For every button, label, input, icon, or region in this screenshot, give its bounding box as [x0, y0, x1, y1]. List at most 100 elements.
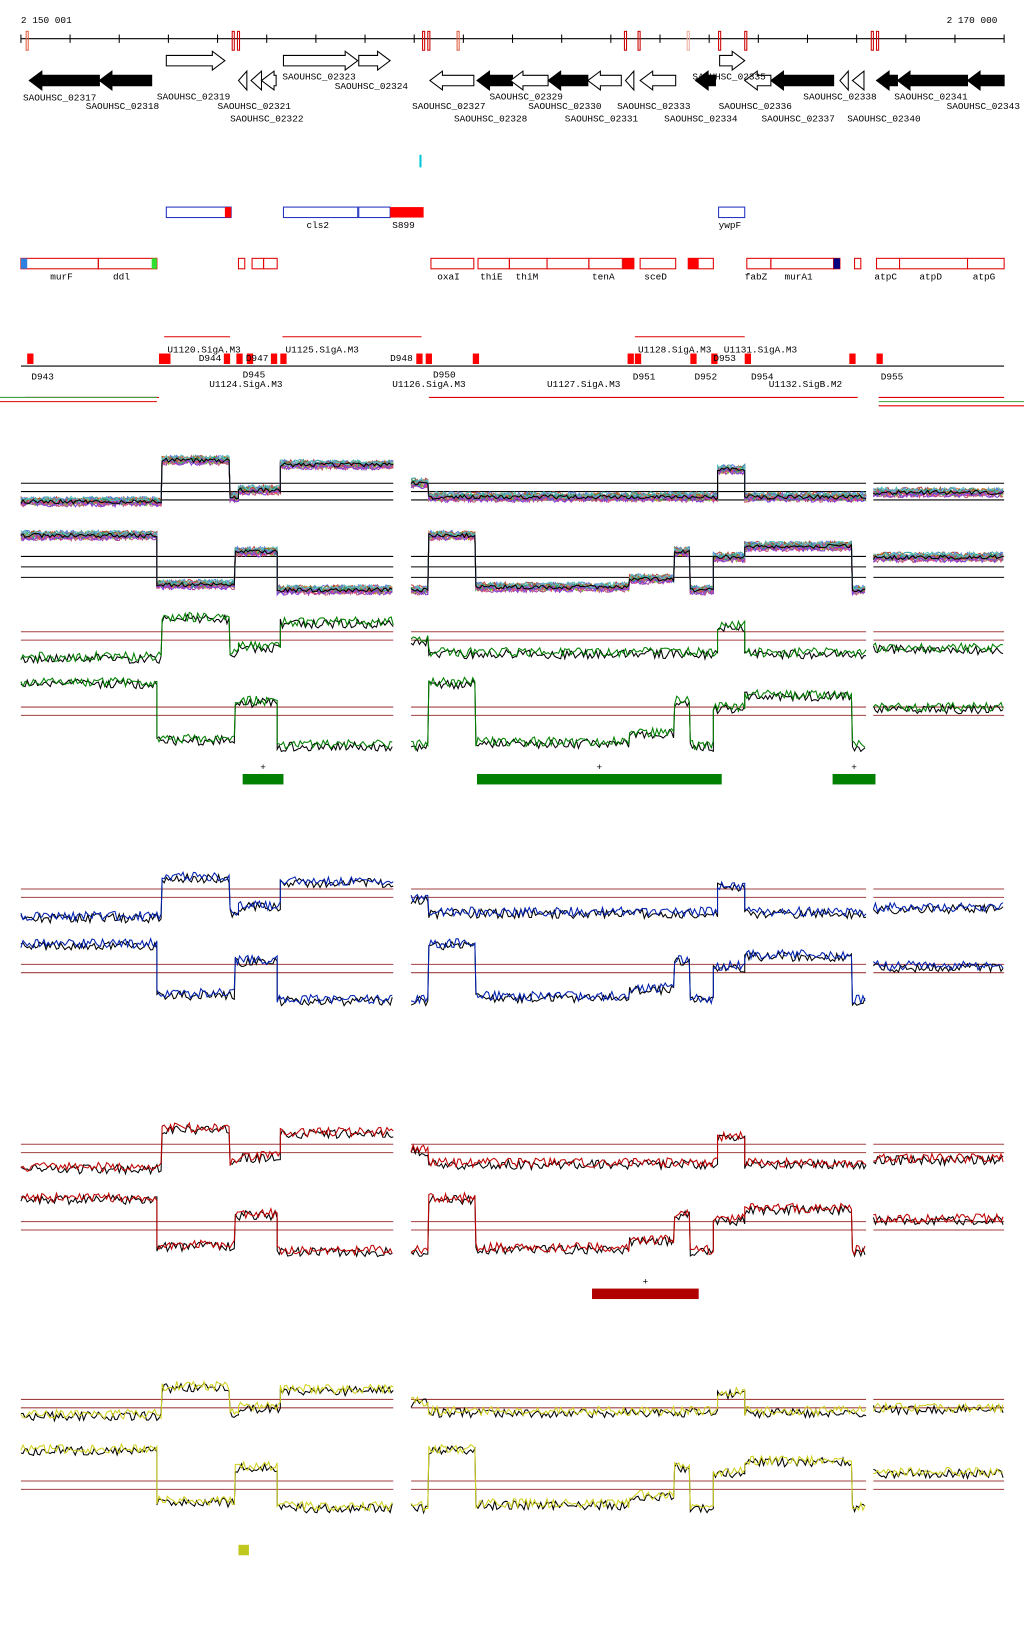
expression-trace	[410, 1388, 867, 1420]
annotation-box	[588, 257, 623, 270]
promoter-flag	[849, 353, 856, 364]
promoter-label: D954	[751, 372, 774, 383]
expression-trace	[873, 1151, 1004, 1165]
annotation-label: thiM	[516, 271, 539, 282]
annotation-box	[430, 257, 475, 270]
gene-label: SAOUHSC_02336	[719, 101, 793, 112]
expression-trace	[410, 938, 866, 1006]
segment-mark: +	[260, 762, 266, 773]
ruler-mark	[870, 30, 874, 51]
annotation-box	[746, 257, 772, 270]
expression-trace	[872, 554, 1004, 561]
promoter-label: U1120.SigA.M3	[167, 344, 241, 355]
gene-arrow	[165, 50, 226, 72]
gene-label: SAOUHSC_02322	[230, 113, 303, 124]
expression-trace	[873, 550, 1004, 560]
ruler-mark	[427, 30, 431, 51]
expression-trace	[410, 882, 867, 921]
expression-trace	[410, 880, 867, 918]
expression-trace	[872, 643, 1004, 657]
gene-arrow	[875, 70, 898, 91]
feature-box	[165, 206, 232, 219]
gene-label: SAOUHSC_02343	[947, 101, 1021, 112]
promoter-label: D950	[433, 370, 456, 381]
promoter-flag	[270, 353, 278, 364]
annotation-fill	[20, 258, 28, 269]
gene-label: SAOUHSC_02331	[565, 113, 639, 124]
annotation-box	[966, 257, 1005, 270]
segment-bar	[238, 1544, 249, 1556]
gene-label: SAOUHSC_02329	[490, 91, 563, 102]
promoter-flag	[425, 353, 432, 364]
annotation-box	[854, 257, 862, 270]
expression-trace	[410, 676, 866, 752]
expression-trace	[410, 1386, 867, 1418]
feature-label: ywpF	[719, 220, 742, 231]
segment-bar	[592, 1288, 699, 1300]
feature-label: S899	[392, 220, 415, 231]
segment-bar	[476, 773, 722, 785]
gene-label: SAOUHSC_02318	[86, 101, 160, 112]
annotation-box	[20, 257, 99, 270]
expression-trace	[873, 959, 1004, 972]
gene-arrow	[28, 70, 100, 91]
gene-arrow	[358, 50, 392, 72]
promoter-flag	[246, 353, 254, 364]
promoter-flag	[472, 353, 480, 364]
annotation-box	[477, 257, 510, 270]
ruler-mark	[422, 30, 426, 51]
feature-box	[282, 206, 359, 219]
gene-arrow	[98, 70, 153, 91]
promoter-flag	[164, 353, 171, 364]
annotation-box	[251, 257, 265, 270]
annotation-box	[237, 257, 246, 270]
expression-trace	[410, 1130, 867, 1169]
ruler-mark	[25, 30, 29, 51]
expression-trace	[20, 457, 394, 505]
expression-trace	[20, 1442, 393, 1513]
promoter-label: D945	[243, 370, 266, 381]
gene-label: SAOUHSC_02340	[847, 113, 921, 124]
promoter-flag	[27, 353, 34, 364]
gene-label: SAOUHSC_02321	[218, 101, 292, 112]
feature-fill	[390, 207, 424, 218]
gene-arrow	[896, 70, 969, 91]
gene-label: SAOUHSC_02334	[664, 113, 738, 124]
expression-trace	[410, 619, 867, 659]
gene-label: SAOUHSC_02327	[412, 101, 485, 112]
ruler-mark	[623, 30, 628, 51]
gene-arrow	[719, 50, 746, 72]
gene-label: SAOUHSC_02330	[528, 101, 602, 112]
annotation-box	[508, 257, 548, 270]
annotation-label: tenA	[592, 271, 615, 282]
expression-trace	[872, 1401, 1004, 1414]
expression-trace	[410, 530, 866, 593]
expression-trace	[873, 1466, 1004, 1478]
expression-trace	[872, 701, 1004, 713]
gene-arrow	[509, 70, 549, 91]
ruler-mark	[456, 30, 460, 51]
promoter-flag	[416, 353, 423, 364]
annotation-fill	[623, 258, 634, 269]
promoter-label: D948	[390, 353, 413, 364]
gene-arrow	[429, 70, 475, 91]
gene-arrow	[966, 70, 1005, 91]
expression-trace	[410, 678, 866, 753]
expression-trace	[873, 486, 1004, 495]
expression-trace	[20, 1121, 394, 1173]
expression-trace	[20, 1123, 394, 1176]
annotation-label: atpG	[973, 271, 996, 282]
promoter-label: U1128.SigA.M3	[638, 344, 712, 355]
expression-trace	[872, 903, 1004, 915]
promoter-label: U1124.SigA.M3	[209, 379, 283, 390]
annotation-label: sceD	[644, 271, 667, 282]
expression-trace	[20, 454, 394, 504]
gene-arrow	[282, 50, 359, 72]
promoter-flag	[627, 353, 634, 364]
expression-trace	[410, 530, 866, 594]
ruler-end: 2 170 000	[947, 15, 998, 26]
expression-trace	[873, 1212, 1004, 1225]
annotation-box	[899, 257, 969, 270]
expression-trace	[20, 1379, 394, 1420]
